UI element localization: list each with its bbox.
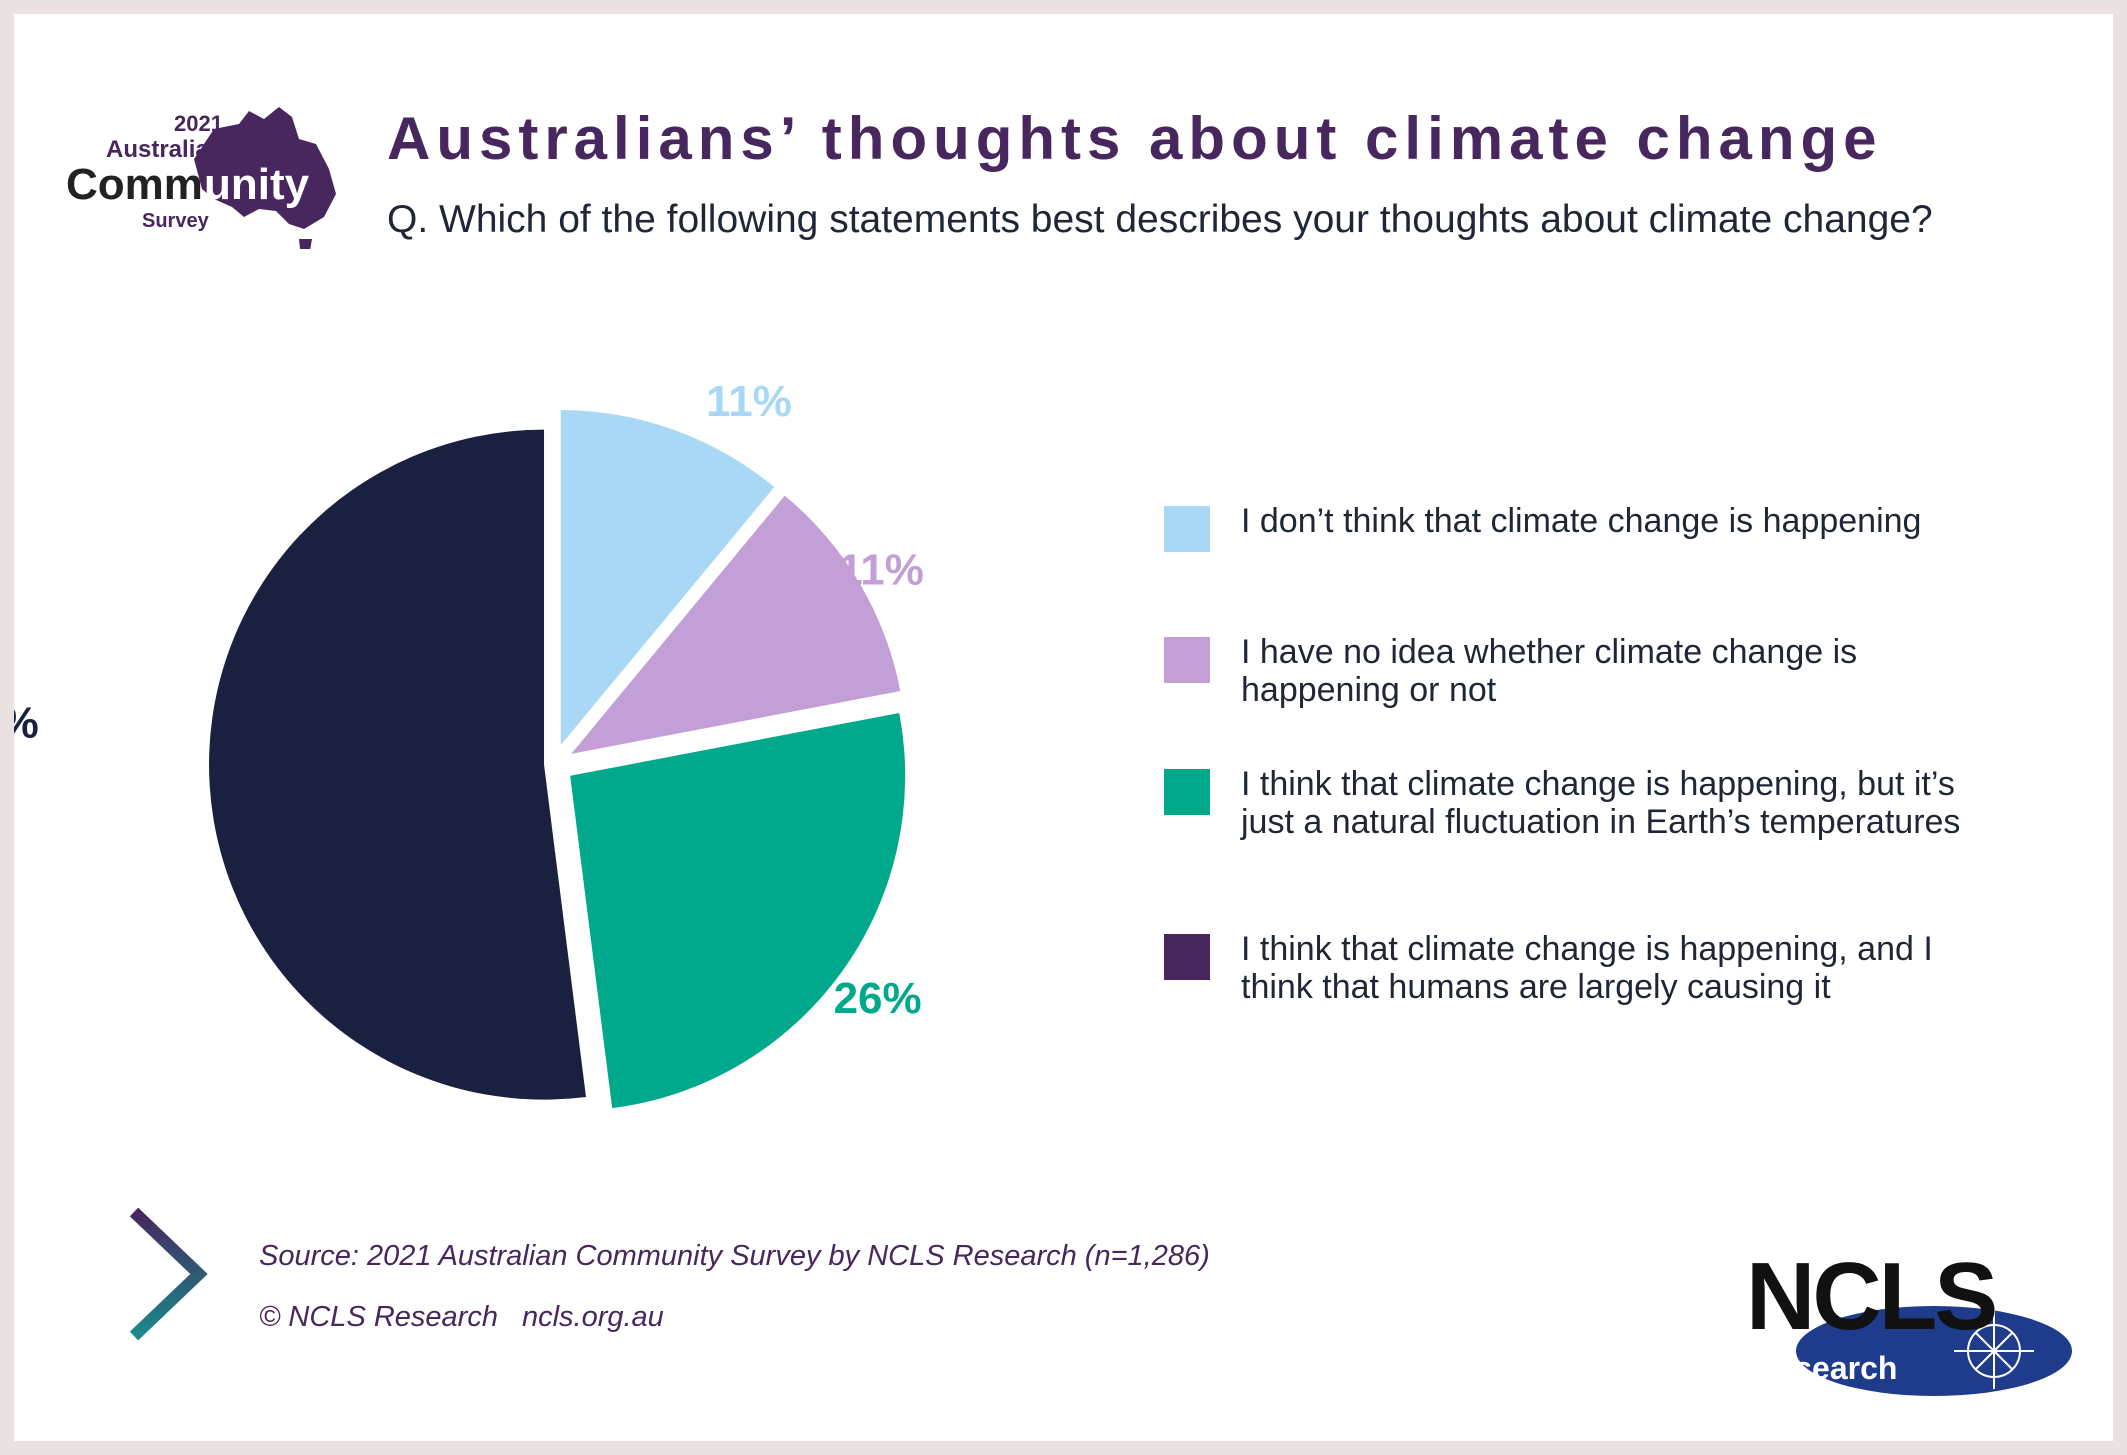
svg-text:research: research: [1764, 1350, 1897, 1386]
svg-text:Comm: Comm: [66, 160, 203, 209]
legend-swatch: [1164, 769, 1210, 815]
copyright-line: © NCLS Research ncls.org.au: [259, 1301, 688, 1334]
data-label: 11%: [838, 546, 924, 595]
compass-icon: [1954, 1309, 2034, 1389]
data-label: 26%: [834, 974, 922, 1023]
svg-text:unity: unity: [204, 160, 310, 209]
legend-label: I think that climate change is happening…: [1241, 930, 1933, 1006]
legend-label: I have no idea whether climate change is…: [1241, 633, 1858, 709]
australia-map-icon: [194, 107, 336, 251]
pie-slice: [560, 410, 775, 746]
australian-community-survey-logo: 2021 Australian Comm unity Survey: [54, 99, 364, 251]
source-note: Source: 2021 Australian Community Survey…: [259, 1240, 1210, 1272]
svg-text:NCLS: NCLS: [1746, 1243, 1995, 1350]
data-label: 11%: [706, 377, 792, 426]
legend-label: I think that climate change is happening…: [1241, 765, 1961, 841]
infographic-card: 2021 Australian Comm unity Survey Austra…: [14, 14, 2113, 1441]
legend-swatch: [1164, 637, 1210, 683]
legend-label: I don’t think that climate change is hap…: [1241, 502, 1922, 540]
page-title: Australians’ thoughts about climate chan…: [387, 105, 1883, 172]
website-link[interactable]: ncls.org.au: [521, 1301, 664, 1333]
svg-text:2021: 2021: [174, 111, 223, 136]
svg-text:Survey: Survey: [142, 210, 210, 232]
copyright-text: © NCLS Research: [259, 1301, 498, 1333]
pie-slice: [209, 429, 587, 1100]
pie-slice: [570, 712, 906, 1109]
pie-chart: 11% 11% 26% 52%: [14, 377, 924, 1109]
legend-swatch: [1164, 506, 1210, 552]
ncls-research-logo: NCLS research: [1744, 1239, 2074, 1404]
chevron-right-icon: [129, 1207, 208, 1341]
svg-text:Australian: Australian: [106, 136, 223, 163]
legend-swatch: [1164, 934, 1210, 980]
data-label: 52%: [14, 698, 39, 747]
pie-slice: [571, 495, 901, 754]
survey-question: Q. Which of the following statements bes…: [387, 198, 1933, 241]
